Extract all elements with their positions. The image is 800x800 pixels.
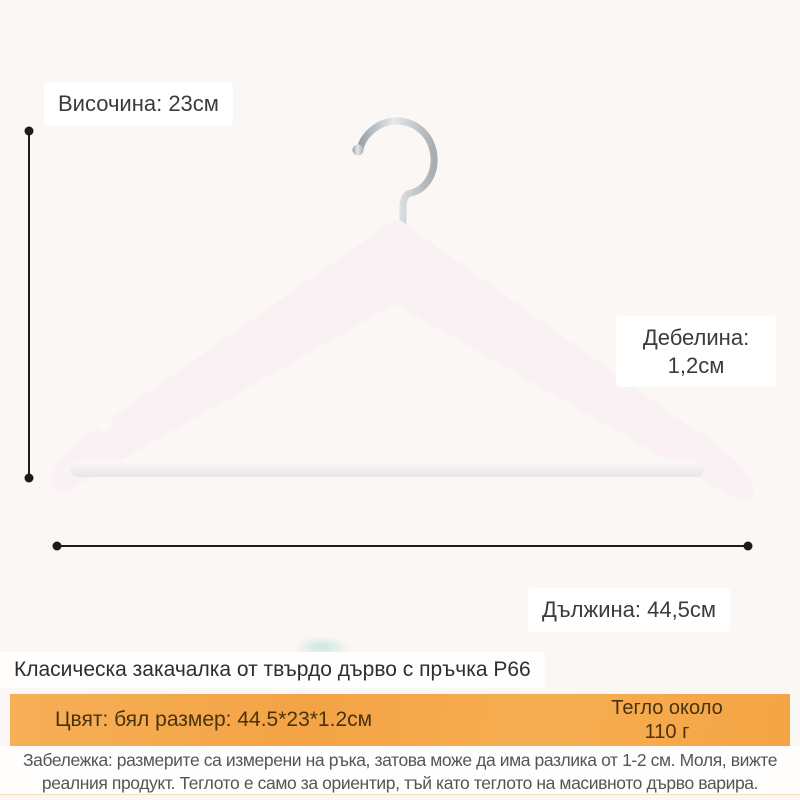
spec-weight-line1: Тегло около xyxy=(611,697,723,719)
hanger-notch-left xyxy=(95,414,113,432)
height-label: Височина: 23см xyxy=(44,82,233,126)
thickness-label-line1: Дебелина: xyxy=(642,325,750,350)
hanger-trouser-bar xyxy=(70,461,704,477)
spec-weight-line2: 110 г xyxy=(644,721,690,743)
note-line2: реалния продукт. Теглото е само за ориен… xyxy=(41,772,759,793)
length-dimension-line xyxy=(52,541,753,551)
spec-weight-label: Тегло около 110 г xyxy=(572,696,762,744)
thickness-label: Дебелина: 1,2см xyxy=(616,316,776,387)
note-section: Забележка: размерите са измерени на ръка… xyxy=(0,746,800,795)
thickness-label-line2: 1,2см xyxy=(667,352,725,378)
product-title: Класическа закачалка от твърдо дърво с п… xyxy=(0,652,545,688)
hanger-tip-right xyxy=(684,424,754,501)
height-dimension-line xyxy=(24,126,34,483)
length-label: Дължина: 44,5см xyxy=(528,588,731,632)
hanger-body xyxy=(50,220,754,502)
note-line1: Забележка: размерите са измерени на ръка… xyxy=(22,750,778,770)
spec-bar: Цвят: бял размер: 44.5*23*1.2см Тегло ок… xyxy=(10,694,790,746)
hanger-hook xyxy=(352,117,438,236)
spec-color-size-label: Цвят: бял размер: 44.5*23*1.2см xyxy=(55,708,373,731)
